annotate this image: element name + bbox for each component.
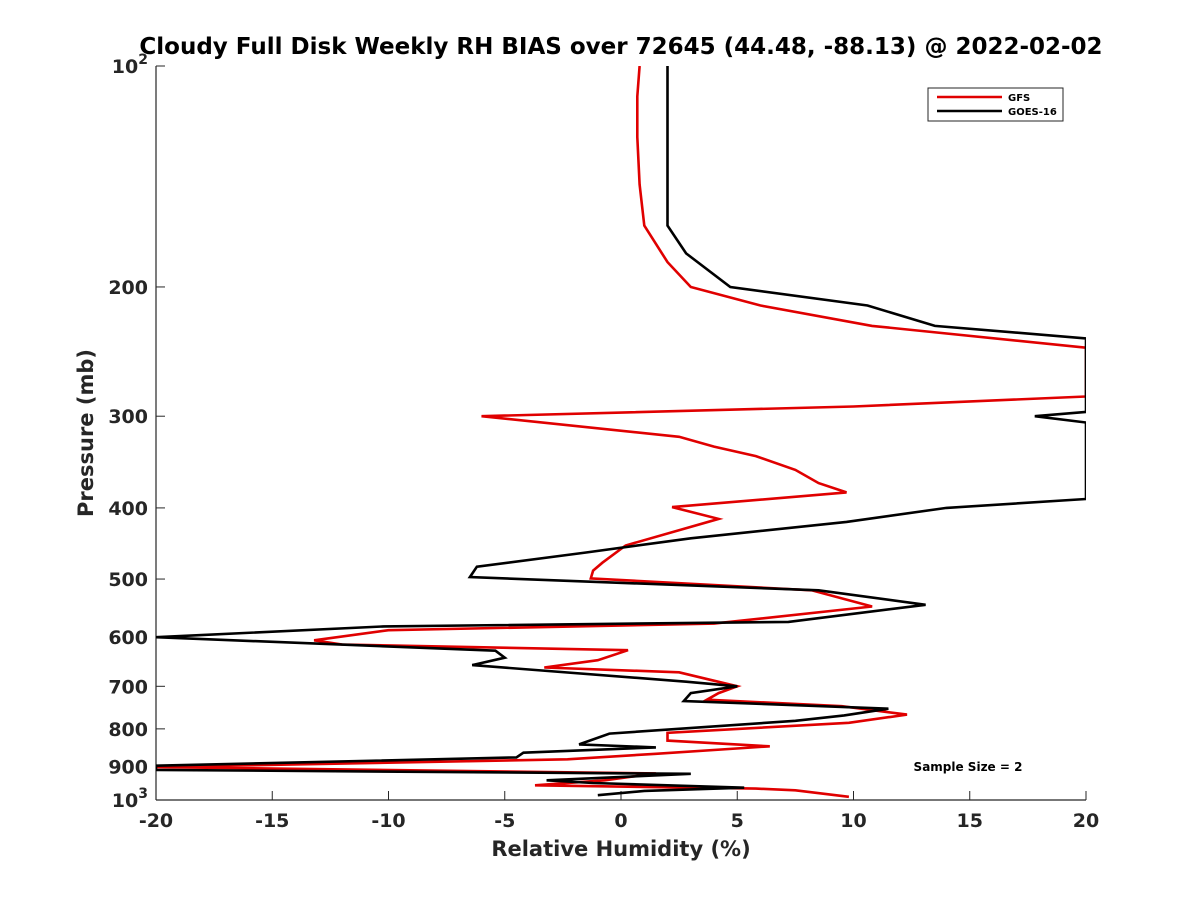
chart-title: Cloudy Full Disk Weekly RH BIAS over 726… xyxy=(139,34,1102,60)
x-tick-label: 15 xyxy=(957,810,983,832)
x-tick-label: 10 xyxy=(840,810,866,832)
plot-area xyxy=(155,66,1086,801)
x-tick-label: -20 xyxy=(139,810,173,832)
y-tick-label: 500 xyxy=(108,569,148,591)
y-tick-label: 800 xyxy=(108,719,148,741)
legend-label: GOES-16 xyxy=(1008,107,1057,118)
series-layer xyxy=(156,66,1086,799)
y-axis-label: Pressure (mb) xyxy=(74,349,98,517)
y-axis: 102 200 300 400 500 600 700 800 900 103 xyxy=(108,52,165,812)
x-tick-label: -15 xyxy=(255,810,289,832)
series-line-goes-16 xyxy=(156,66,1086,797)
x-tick-label: 0 xyxy=(614,810,627,832)
legend: GFS GOES-16 xyxy=(927,87,1064,122)
y-tick-label: 300 xyxy=(108,406,148,428)
x-axis: -20 -15 -10 -5 0 5 10 15 20 xyxy=(139,791,1099,832)
x-tick-label: 5 xyxy=(731,810,744,832)
y-tick-label: 900 xyxy=(108,756,148,778)
series-line-gfs xyxy=(156,66,1086,799)
legend-label: GFS xyxy=(1008,93,1030,104)
y-tick-label: 102 xyxy=(112,52,148,78)
sample-size-annotation: Sample Size = 2 xyxy=(914,760,1023,774)
x-tick-label: 20 xyxy=(1073,810,1099,832)
y-tick-label: 200 xyxy=(108,277,148,299)
y-tick-label: 600 xyxy=(108,627,148,649)
legend-box xyxy=(927,87,1064,122)
y-tick-label: 103 xyxy=(112,786,148,812)
y-tick-label: 400 xyxy=(108,498,148,520)
x-axis-label: Relative Humidity (%) xyxy=(491,837,750,861)
y-tick-label: 700 xyxy=(108,676,148,698)
x-tick-label: -5 xyxy=(494,810,515,832)
x-tick-label: -10 xyxy=(371,810,405,832)
